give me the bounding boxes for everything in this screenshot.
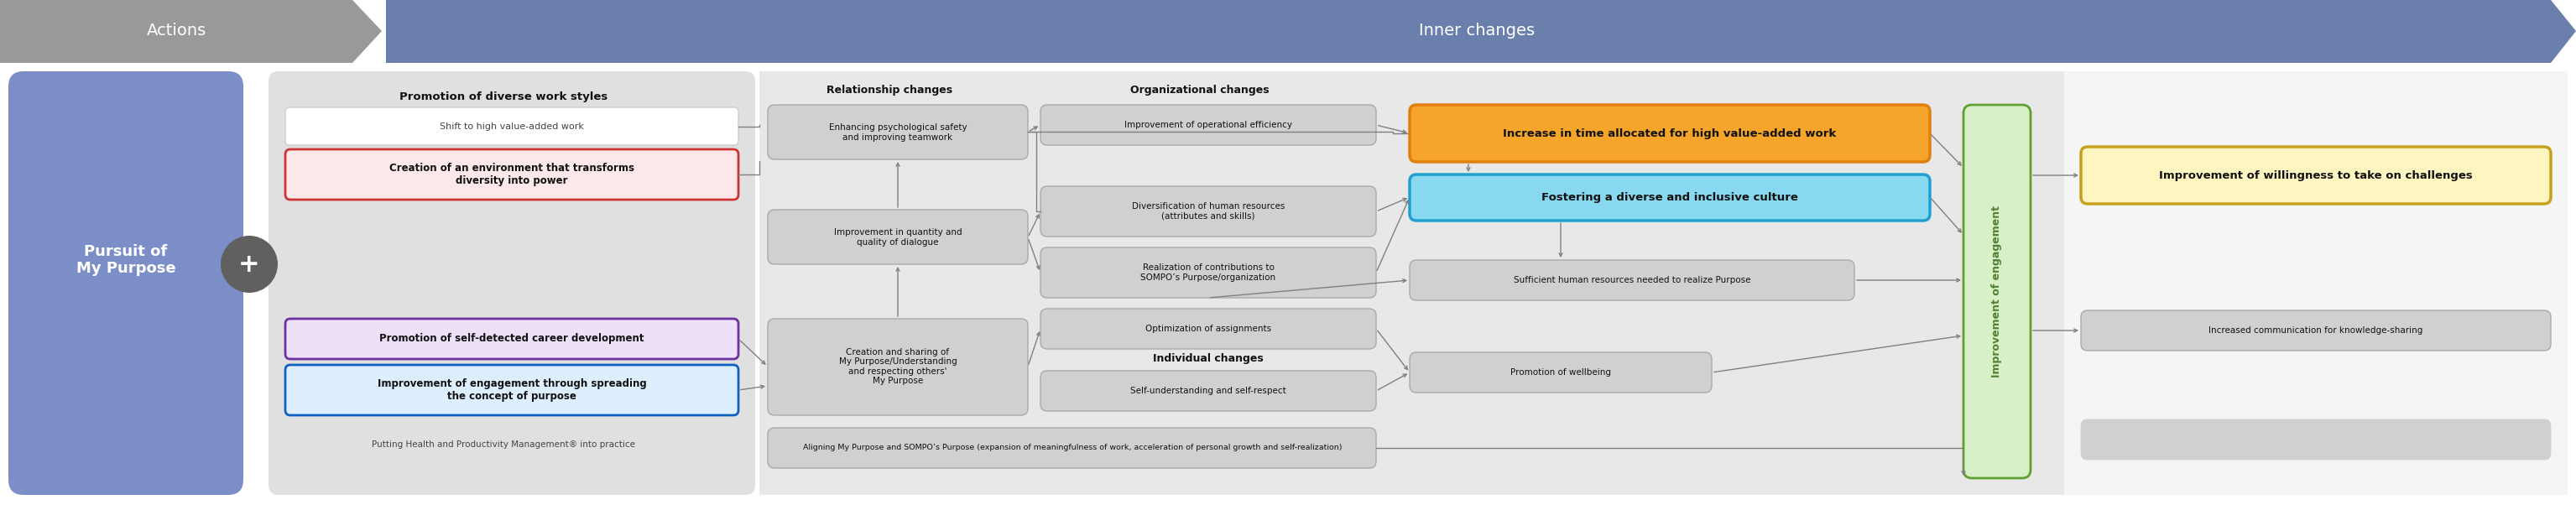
FancyBboxPatch shape xyxy=(1409,352,1710,393)
FancyBboxPatch shape xyxy=(1409,260,1855,300)
Text: Promotion of diverse work styles: Promotion of diverse work styles xyxy=(399,91,608,102)
Text: Pursuit of
My Purpose: Pursuit of My Purpose xyxy=(77,244,175,276)
Text: Shift to high value-added work: Shift to high value-added work xyxy=(440,122,585,131)
Text: Organizational changes: Organizational changes xyxy=(1131,85,1270,96)
FancyBboxPatch shape xyxy=(1041,309,1376,349)
Text: Improvement of engagement: Improvement of engagement xyxy=(1991,205,2002,377)
Text: Improvement of willingness to take on challenges: Improvement of willingness to take on ch… xyxy=(2159,170,2473,181)
FancyBboxPatch shape xyxy=(1041,371,1376,411)
Text: Self-understanding and self-respect: Self-understanding and self-respect xyxy=(1131,387,1285,395)
Text: Creation and sharing of
My Purpose/Understanding
and respecting others'
My Purpo: Creation and sharing of My Purpose/Under… xyxy=(840,348,956,386)
Polygon shape xyxy=(0,0,381,63)
FancyBboxPatch shape xyxy=(1963,105,2030,478)
FancyBboxPatch shape xyxy=(2081,311,2550,351)
Text: Improvement of engagement through spreading
the concept of purpose: Improvement of engagement through spread… xyxy=(376,378,647,402)
FancyBboxPatch shape xyxy=(2081,419,2550,460)
Text: Aligning My Purpose and SOMPO’s Purpose (expansion of meaningfulness of work, ac: Aligning My Purpose and SOMPO’s Purpose … xyxy=(804,444,1342,452)
Text: Increase in time allocated for high value-added work: Increase in time allocated for high valu… xyxy=(1504,128,1837,139)
Text: Diversification of human resources
(attributes and skills): Diversification of human resources (attr… xyxy=(1131,202,1285,220)
FancyBboxPatch shape xyxy=(1409,174,1929,221)
FancyBboxPatch shape xyxy=(286,149,739,199)
FancyBboxPatch shape xyxy=(1041,247,1376,298)
Text: Creation of an environment that transforms
diversity into power: Creation of an environment that transfor… xyxy=(389,163,634,186)
Text: Sufficient human resources needed to realize Purpose: Sufficient human resources needed to rea… xyxy=(1515,276,1752,285)
Text: Optimization of assignments: Optimization of assignments xyxy=(1146,325,1273,333)
Text: Putting Health and Productivity Management® into practice: Putting Health and Productivity Manageme… xyxy=(371,440,636,449)
FancyBboxPatch shape xyxy=(768,105,1028,159)
Text: Inner changes: Inner changes xyxy=(1419,23,1535,39)
Text: Individual changes: Individual changes xyxy=(1154,353,1265,365)
Text: Increased communication for knowledge-sharing: Increased communication for knowledge-sh… xyxy=(2208,326,2424,335)
Text: Relationship changes: Relationship changes xyxy=(827,85,953,96)
Text: +: + xyxy=(240,252,260,276)
FancyBboxPatch shape xyxy=(768,319,1028,415)
Ellipse shape xyxy=(222,236,278,293)
Text: Promotion of wellbeing: Promotion of wellbeing xyxy=(1510,368,1610,376)
FancyBboxPatch shape xyxy=(1409,105,1929,162)
FancyBboxPatch shape xyxy=(1041,186,1376,237)
FancyBboxPatch shape xyxy=(286,365,739,415)
Text: Improvement of operational efficiency: Improvement of operational efficiency xyxy=(1123,121,1293,129)
Polygon shape xyxy=(386,0,2576,63)
FancyBboxPatch shape xyxy=(8,71,242,495)
FancyBboxPatch shape xyxy=(768,210,1028,264)
Bar xyxy=(760,71,2568,495)
FancyBboxPatch shape xyxy=(1041,105,1376,145)
Text: Promotion of self-detected career development: Promotion of self-detected career develo… xyxy=(379,334,644,344)
FancyBboxPatch shape xyxy=(286,108,739,145)
Text: Fostering a diverse and inclusive culture: Fostering a diverse and inclusive cultur… xyxy=(1540,192,1798,202)
FancyBboxPatch shape xyxy=(2081,147,2550,204)
Text: Improvement in quantity and
quality of dialogue: Improvement in quantity and quality of d… xyxy=(835,228,961,246)
FancyBboxPatch shape xyxy=(286,319,739,359)
FancyBboxPatch shape xyxy=(768,428,1376,468)
FancyBboxPatch shape xyxy=(268,71,755,495)
Text: Realization of contributions to
SOMPO’s Purpose/organization: Realization of contributions to SOMPO’s … xyxy=(1141,264,1275,282)
Text: Actions: Actions xyxy=(147,23,206,39)
Text: Enhancing psychological safety
and improving teamwork: Enhancing psychological safety and impro… xyxy=(829,123,966,142)
Bar xyxy=(2063,71,2568,495)
